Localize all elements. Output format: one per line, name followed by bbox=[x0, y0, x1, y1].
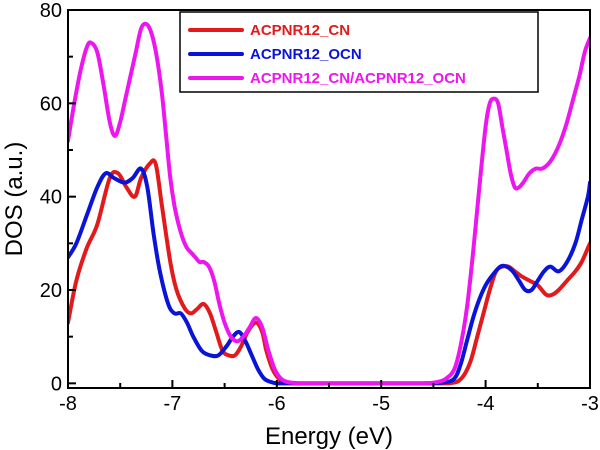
tick-labels-layer: -8 -7 -6 -5 -4 -3 0 20 40 60 80 bbox=[40, 0, 599, 415]
x-tick-label: -8 bbox=[59, 393, 77, 415]
x-tick-label: -7 bbox=[164, 393, 182, 415]
ticks-layer bbox=[67, 9, 591, 388]
legend-label-acpnr12-cn: ACPNR12_CN bbox=[250, 22, 350, 39]
series-line-acpnr12-ocn bbox=[68, 166, 590, 386]
y-tick-label: 0 bbox=[51, 373, 62, 395]
x-tick-label: -4 bbox=[477, 393, 495, 415]
y-tick-label: 20 bbox=[40, 280, 62, 302]
y-tick-label: 40 bbox=[40, 187, 62, 209]
legend-label-acpnr12-ocn: ACPNR12_OCN bbox=[250, 46, 362, 63]
x-tick-label: -5 bbox=[372, 393, 390, 415]
x-tick-label: -6 bbox=[268, 393, 286, 415]
y-tick-label: 60 bbox=[40, 93, 62, 115]
y-tick-label: 80 bbox=[40, 0, 62, 22]
x-axis-label: Energy (eV) bbox=[265, 423, 393, 450]
legend-label-acpnr12-cn-acpnr12-ocn: ACPNR12_CN/ACPNR12_OCN bbox=[250, 70, 466, 87]
legend: ACPNR12_CN ACPNR12_OCN ACPNR12_CN/ACPNR12_… bbox=[179, 11, 539, 93]
y-axis-label: DOS (a.u.) bbox=[1, 142, 28, 257]
series-line-acpnr12-cn-acpnr12-ocn bbox=[68, 21, 590, 386]
x-tick-label: -3 bbox=[581, 393, 599, 415]
